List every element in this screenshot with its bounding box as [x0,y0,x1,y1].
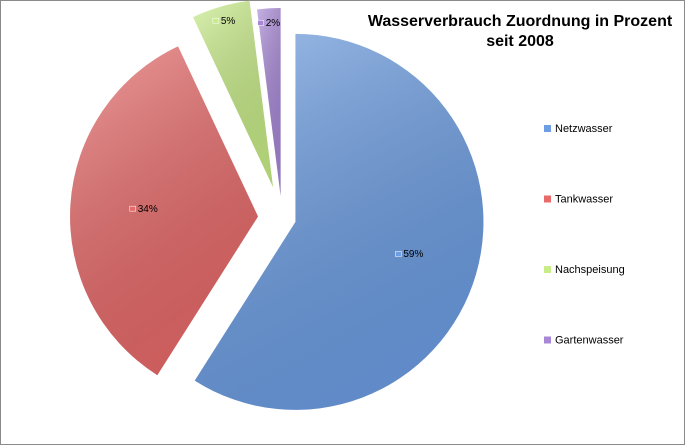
legend-label: Gartenwasser [555,334,624,346]
data-label: 59% [403,249,423,260]
label-key [395,251,402,257]
label-key [129,205,136,212]
legend-label: Netzwasser [555,123,613,135]
legend-key [544,125,551,132]
legend-key [544,195,551,203]
slice-shade [194,33,484,410]
label-key [212,17,220,24]
legend-label: Tankwasser [555,193,613,205]
slice-shade [70,46,259,376]
data-label: 5% [221,16,236,27]
data-label: 2% [266,18,281,29]
legend-key [544,266,551,273]
legend-label: Nachspeisung [555,264,625,276]
legend-key [544,336,551,344]
data-label: 34% [138,204,158,215]
chart-title: Wasserverbrauch Zuordnung in Prozent sei… [367,13,673,50]
slice-shade [257,8,281,197]
slice-shade [193,0,274,188]
label-key [257,20,265,26]
